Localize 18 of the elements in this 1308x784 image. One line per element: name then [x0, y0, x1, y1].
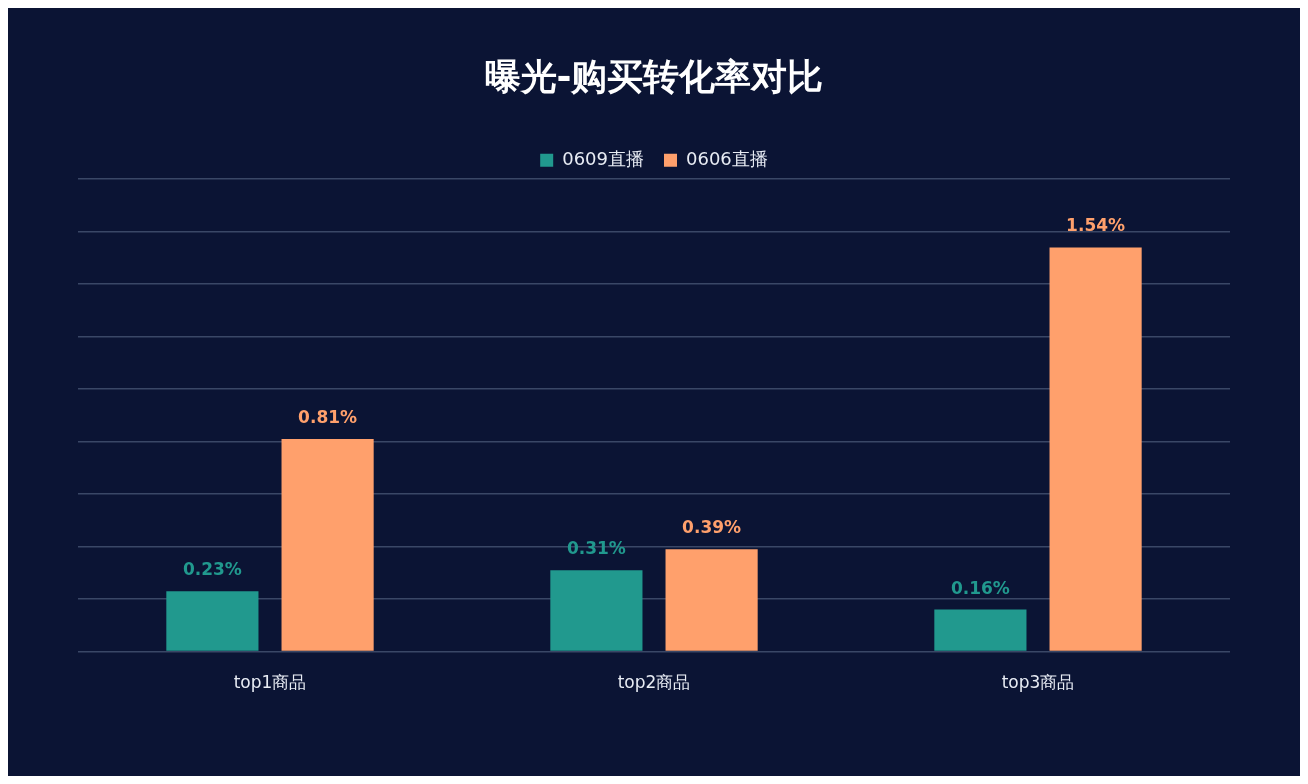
- x-tick-label: top1商品: [233, 672, 307, 693]
- bar: [550, 570, 643, 651]
- data-label: 0.23%: [182, 559, 242, 580]
- data-label: 1.54%: [1066, 215, 1126, 236]
- bar: [281, 439, 374, 651]
- legend-label: 0609直播: [562, 147, 644, 169]
- bar: [934, 609, 1027, 651]
- data-label: 0.39%: [682, 517, 742, 538]
- x-tick-label: top3商品: [1001, 672, 1075, 693]
- data-label: 0.16%: [950, 577, 1010, 598]
- bar: [166, 591, 259, 651]
- data-label: 0.31%: [566, 538, 626, 559]
- data-label: 0.81%: [298, 406, 358, 427]
- bar: [665, 549, 758, 651]
- bar: [1049, 247, 1142, 651]
- x-tick-label: top2商品: [617, 672, 691, 693]
- legend-label: 0606直播: [686, 147, 768, 169]
- chart-title: 曝光-购买转化率对比: [484, 55, 824, 97]
